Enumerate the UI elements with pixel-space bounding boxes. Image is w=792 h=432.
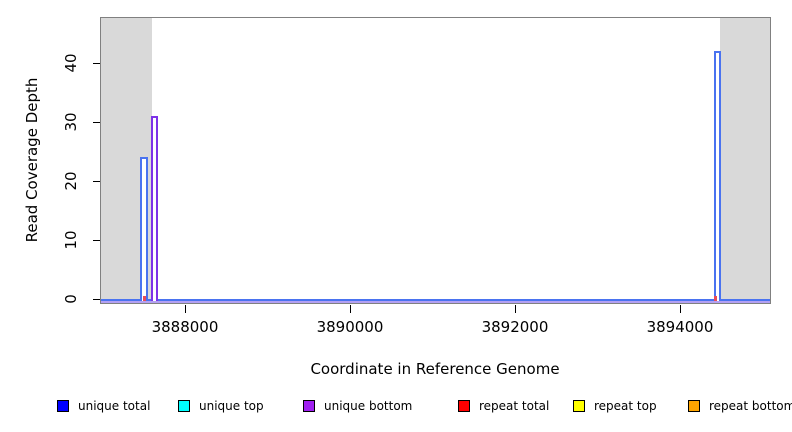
coverage-spike-unique-bottom — [151, 116, 159, 301]
legend-label: unique bottom — [324, 399, 413, 413]
y-tick-label: 10 — [62, 230, 80, 250]
x-tick-label: 3890000 — [316, 318, 384, 336]
x-tick-label: 3892000 — [481, 318, 549, 336]
y-tick — [93, 181, 100, 182]
legend-swatch-icon — [573, 400, 585, 412]
legend: unique total unique top unique bottom repea… — [0, 398, 792, 418]
x-tick-label: 3894000 — [646, 318, 714, 336]
x-axis-title: Coordinate in Reference Genome — [310, 360, 560, 378]
y-tick — [93, 122, 100, 123]
legend-label: repeat total — [479, 399, 550, 413]
legend-label: repeat bottom — [709, 399, 792, 413]
legend-swatch-icon — [178, 400, 190, 412]
legend-label: unique top — [199, 399, 264, 413]
y-tick — [93, 299, 100, 300]
legend-item-repeat-top: repeat top — [573, 398, 657, 414]
y-tick — [93, 240, 100, 241]
legend-item-repeat-total: repeat total — [458, 398, 549, 414]
y-tick — [93, 63, 100, 64]
coverage-spike-unique-total — [713, 51, 721, 301]
legend-swatch-icon — [458, 400, 470, 412]
y-axis-title: Read Coverage Depth — [23, 77, 41, 243]
y-tick-label: 0 — [62, 294, 80, 304]
x-tick — [349, 305, 351, 313]
legend-item-unique-bottom: unique bottom — [303, 398, 412, 414]
y-tick-label: 20 — [62, 171, 80, 191]
legend-swatch-icon — [688, 400, 700, 412]
legend-swatch-icon — [57, 400, 69, 412]
legend-item-unique-top: unique top — [178, 398, 264, 414]
legend-swatch-icon — [303, 400, 315, 412]
plot-area — [100, 17, 771, 304]
x-tick — [679, 305, 681, 313]
coverage-spike-repeat-total — [713, 296, 717, 301]
legend-label: unique total — [78, 399, 151, 413]
coverage-spike-unique-total — [140, 157, 149, 301]
legend-label: repeat top — [594, 399, 657, 413]
legend-item-repeat-bottom: repeat bottom — [688, 398, 792, 414]
x-tick — [184, 305, 186, 313]
masked-region — [720, 18, 770, 303]
legend-item-unique-total: unique total — [57, 398, 150, 414]
x-tick — [514, 305, 516, 313]
x-tick-label: 3888000 — [151, 318, 219, 336]
coverage-spike-repeat-total — [142, 296, 146, 301]
y-tick-label: 30 — [62, 112, 80, 132]
y-tick-label: 40 — [62, 53, 80, 73]
zero-baseline-underlay — [101, 301, 770, 303]
zero-baseline — [101, 299, 770, 301]
